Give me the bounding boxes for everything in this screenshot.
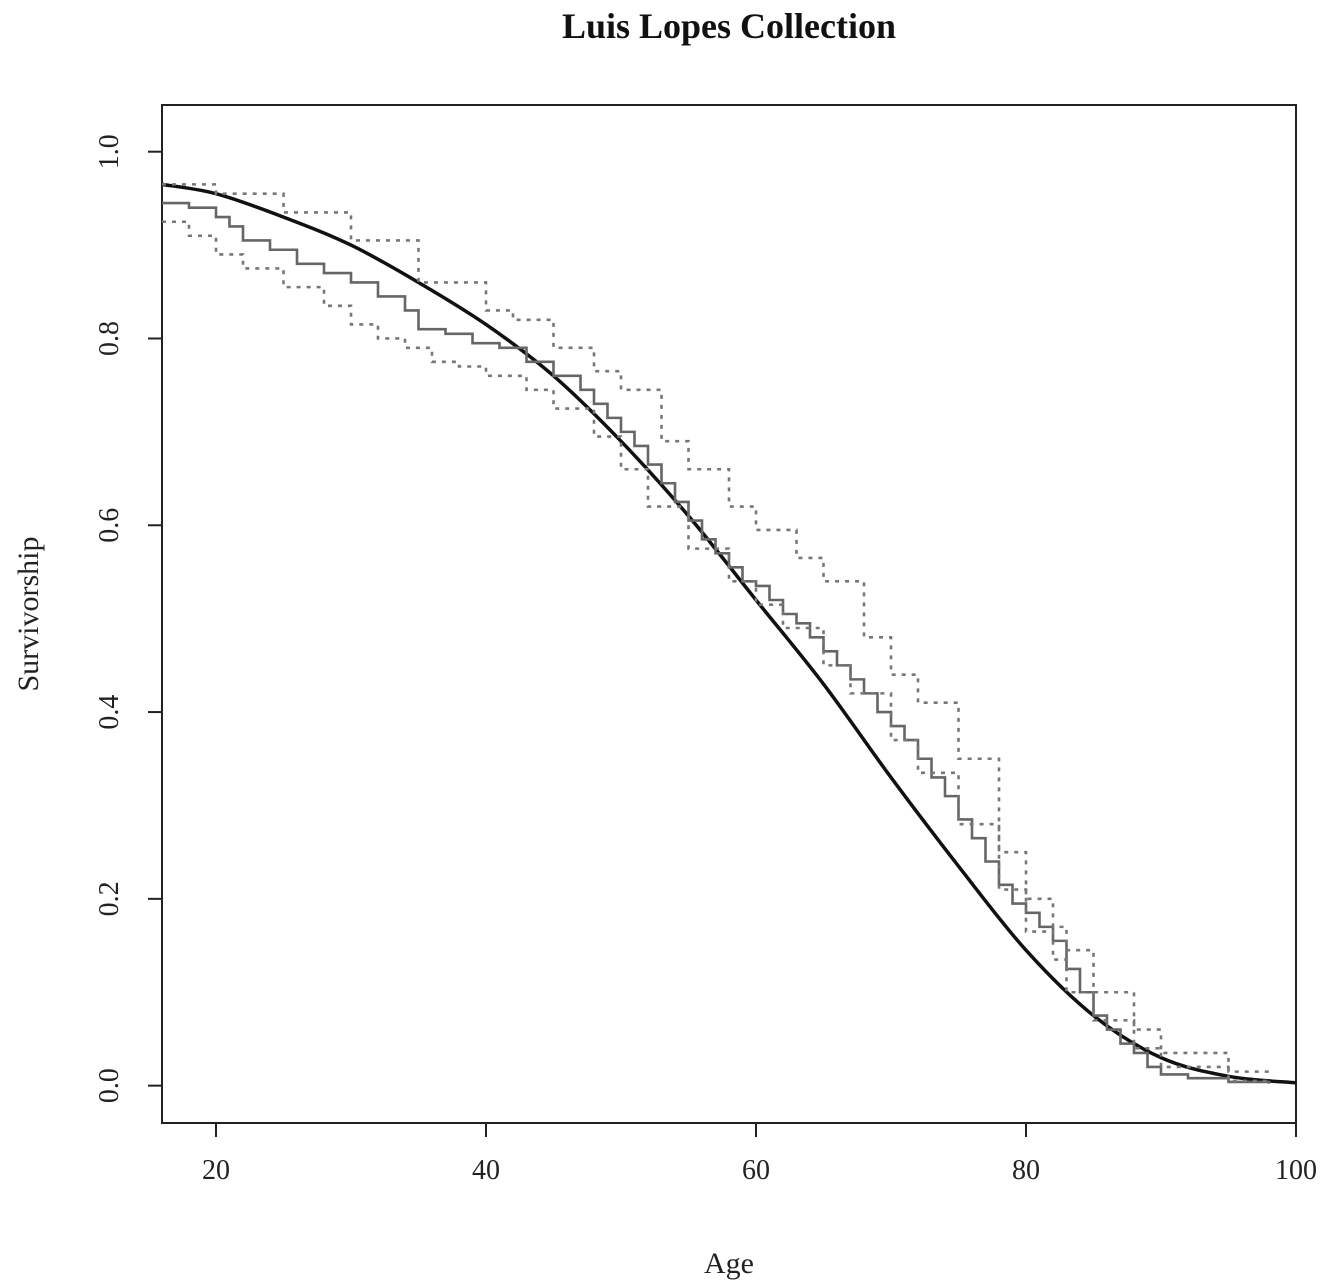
y-tick-label: 0.4 <box>94 695 125 730</box>
plot-frame <box>161 104 1297 1124</box>
kaplan-meier-step-line <box>162 201 1271 1084</box>
x-tick-label: 40 <box>472 1155 500 1186</box>
y-tick-label: 0.0 <box>94 1068 125 1103</box>
y-tick-label: 0.6 <box>94 508 125 543</box>
x-axis: 20 40 60 80 100 <box>202 1123 1317 1186</box>
x-axis-label: Age <box>704 1247 754 1280</box>
fitted-survival-curve <box>161 182 1297 1085</box>
upper-confidence-band-line <box>162 183 1271 1077</box>
x-tick-label: 60 <box>742 1155 770 1186</box>
y-axis-label: Survivorship <box>12 536 45 691</box>
y-tick-label: 0.8 <box>94 321 125 356</box>
y-tick-label: 0.2 <box>94 881 125 916</box>
y-tick-label: 1.0 <box>94 134 125 169</box>
x-tick-label: 80 <box>1012 1155 1040 1186</box>
lower-confidence-band-line <box>162 220 1271 1084</box>
series-layer <box>161 182 1297 1085</box>
y-axis: 0.0 0.2 0.4 0.6 0.8 1.0 <box>94 134 162 1103</box>
x-tick-label: 20 <box>202 1155 230 1186</box>
x-tick-label: 100 <box>1275 1155 1317 1186</box>
chart-title: Luis Lopes Collection <box>562 6 896 46</box>
